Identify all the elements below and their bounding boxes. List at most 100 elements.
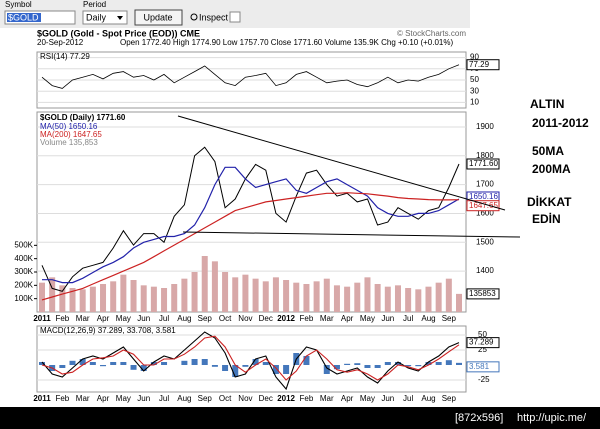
volume-bar	[232, 277, 239, 312]
x-tick-label: Jun	[137, 314, 150, 323]
series-line	[41, 192, 460, 301]
series-line	[41, 146, 460, 292]
value-tag	[466, 200, 500, 212]
histogram-bar	[303, 356, 310, 365]
histogram-bar	[211, 365, 218, 367]
date: 20-Sep-2012	[37, 38, 84, 47]
legend-entry: MA(200) 1647.65	[40, 130, 102, 139]
legend-entry: MA(50) 1650.16	[40, 122, 98, 131]
chart-title: $GOLD (Gold - Spot Price (EOD)) CME	[37, 28, 200, 38]
volume-bar	[303, 284, 310, 312]
dropdown-arrow	[117, 16, 123, 20]
value-tag	[466, 158, 500, 170]
volume-bar	[456, 293, 462, 312]
volume-bar	[150, 286, 157, 312]
trendline-lower	[182, 231, 521, 238]
volume-bar	[211, 261, 218, 312]
price-legend: $GOLD (Daily) 1771.60	[40, 113, 126, 122]
histogram-bar	[344, 363, 351, 365]
x-tick-label: Feb	[55, 314, 69, 323]
x-tick-label: Aug	[421, 394, 435, 403]
y-tick-label: 1800	[476, 151, 494, 160]
x-tick-label: Sep	[198, 314, 213, 323]
histogram-bar	[445, 360, 452, 365]
x-tick-label: Oct	[219, 394, 232, 403]
volume-bar	[333, 285, 340, 312]
x-tick-label: Apr	[341, 314, 354, 323]
volume-bar	[262, 281, 269, 312]
volume-bar	[222, 272, 229, 312]
value-tag-text: 1771.60	[469, 159, 498, 168]
inspect-checkbox[interactable]	[229, 11, 241, 23]
macd-legend: MACD(12,26,9) 37.289, 33.708, 3.581	[40, 326, 176, 335]
volume-bar	[181, 278, 188, 312]
volume-bar	[435, 282, 442, 312]
credit: © StockCharts.com	[397, 29, 466, 38]
histogram-bar	[181, 360, 188, 365]
annotation: 2011-2012	[532, 116, 589, 130]
histogram-bar	[232, 365, 239, 377]
histogram-bar	[262, 362, 269, 365]
volume-bar	[201, 256, 208, 312]
histogram-bar	[39, 362, 45, 365]
x-tick-label: Feb	[300, 394, 314, 403]
histogram-bar	[415, 365, 422, 367]
x-tick-label: May	[360, 314, 375, 323]
volume-bar	[394, 285, 401, 312]
histogram-bar	[100, 365, 107, 367]
x-tick-label: 2012	[277, 314, 295, 323]
volume-bar	[140, 285, 147, 312]
histogram-bar	[161, 362, 168, 365]
volume-bar	[161, 288, 168, 312]
volume-tick-label: 400K	[14, 254, 33, 263]
period-label: Period	[83, 0, 106, 9]
x-tick-label: Aug	[421, 314, 435, 323]
value-tag-text: 37.289	[469, 338, 494, 347]
series-line	[41, 331, 460, 391]
volume-bar	[49, 277, 56, 312]
volume-bar	[313, 281, 320, 312]
x-tick-label: Sep	[198, 394, 213, 403]
update-button[interactable]	[134, 9, 183, 26]
marks: 1030507090RSI(14) 77.2977.29140015001600…	[14, 52, 500, 403]
volume-bar	[354, 282, 361, 312]
volume-tick-label: 100K	[14, 294, 33, 303]
volume-bar	[89, 286, 96, 312]
histogram-bar	[150, 362, 157, 365]
period-value: Daily	[86, 12, 107, 22]
update-text: Update	[143, 12, 172, 22]
value-tag-text: 1650.16	[469, 192, 498, 201]
x-tick-label: Apr	[97, 314, 110, 323]
x-tick-label: Jul	[403, 314, 413, 323]
selection	[7, 13, 41, 22]
x-tick-label: Jul	[159, 394, 169, 403]
histogram-bar	[79, 359, 86, 365]
histogram-bar	[354, 363, 361, 365]
annotation: ALTIN	[530, 97, 564, 111]
histogram-bar	[384, 362, 391, 365]
quote: Open 1772.40 High 1774.90 Low 1757.70 Cl…	[120, 38, 453, 47]
x-tick-label: 2012	[277, 394, 295, 403]
x-tick-label: Mar	[76, 394, 90, 403]
volume-bar	[191, 272, 198, 312]
legend-entry: Volume 135,853	[40, 138, 98, 147]
volume-bar	[110, 281, 117, 312]
x-tick-label: Apr	[97, 394, 110, 403]
x-tick-label: Dec	[259, 314, 273, 323]
x-tick-label: May	[116, 314, 131, 323]
series-line	[42, 166, 460, 284]
annotation: 50MA	[532, 144, 564, 158]
y-tick-label: 50	[478, 330, 487, 339]
macd-panel	[36, 325, 467, 393]
x-tick-label: Jun	[137, 394, 150, 403]
x-tick-label: Feb	[55, 394, 69, 403]
histogram-bar	[130, 365, 137, 370]
period-select[interactable]	[82, 10, 128, 25]
annotation: EDİN	[532, 211, 561, 226]
x-tick-label: May	[116, 394, 131, 403]
x-tick-label: Jun	[381, 394, 394, 403]
volume-bar	[272, 277, 279, 312]
histogram-bar	[69, 360, 76, 365]
y-tick-label: 10	[470, 98, 479, 107]
symbol-value: $GOLD	[8, 12, 39, 22]
